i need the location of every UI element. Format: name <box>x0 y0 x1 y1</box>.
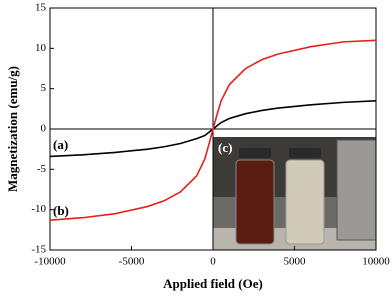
x-tick-label: 0 <box>210 256 216 268</box>
y-tick-label: 15 <box>35 2 47 14</box>
y-tick-label: 0 <box>41 123 47 135</box>
annotation: (a) <box>53 137 68 152</box>
x-tick-label: 10000 <box>362 256 390 268</box>
y-tick-label: 5 <box>41 82 47 94</box>
x-tick-label: 5000 <box>284 256 307 268</box>
annotation: (b) <box>53 203 69 218</box>
annotation: (c) <box>218 140 232 155</box>
x-tick-label: -5000 <box>119 256 145 268</box>
x-tick-label: -10000 <box>34 256 66 268</box>
inset-photo <box>213 137 377 250</box>
y-tick-label: -15 <box>31 244 46 256</box>
y-tick-label: -5 <box>37 163 47 175</box>
data-line <box>49 39 377 221</box>
y-tick-label: -10 <box>31 203 46 215</box>
x-axis-label: Applied field (Oe) <box>163 276 263 291</box>
y-axis-label: Magnetization (emu/g) <box>5 66 20 192</box>
y-tick-label: 10 <box>35 42 47 54</box>
